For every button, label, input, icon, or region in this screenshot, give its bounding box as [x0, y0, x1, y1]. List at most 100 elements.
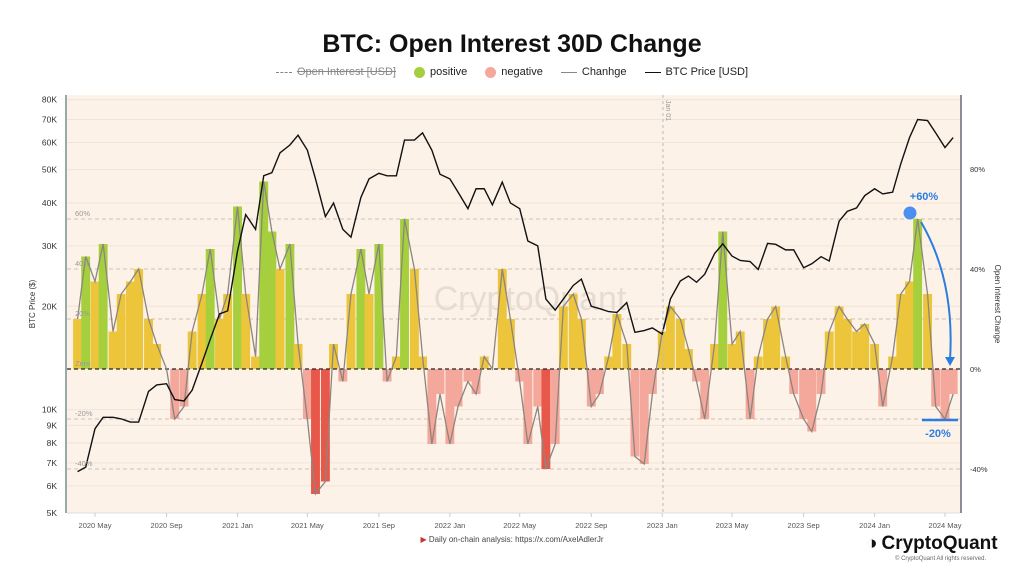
oi-change-bar	[251, 356, 261, 369]
x-tick-label: 2020 Sep	[150, 521, 182, 530]
y-tick-left: 10K	[42, 405, 57, 415]
oi-change-bar	[878, 369, 888, 407]
oi-change-bar	[215, 319, 224, 369]
x-tick-label: 2022 Sep	[575, 521, 607, 530]
legend-open-interest[interactable]: Open Interest [USD]	[275, 66, 396, 78]
oi-change-bar	[533, 369, 543, 407]
oi-change-bar	[445, 369, 455, 444]
inner-tick-label: 60%	[75, 209, 90, 218]
x-tick-label: 2023 May	[716, 521, 749, 530]
oi-change-bar	[98, 244, 108, 369]
oi-change-bar	[233, 206, 242, 369]
logo-icon: ◑	[866, 533, 878, 554]
oi-change-bar	[888, 356, 898, 369]
oi-change-bar	[568, 294, 578, 369]
y-tick-left: 7K	[47, 458, 58, 468]
legend-label: BTC Price [USD]	[665, 66, 749, 78]
oi-change-bar	[789, 369, 799, 394]
oi-change-bar	[346, 294, 356, 369]
legend-positive[interactable]: positive	[413, 66, 468, 78]
oi-change-bar	[267, 231, 277, 369]
oi-change-bar	[329, 344, 338, 369]
oi-change-bar	[550, 369, 560, 444]
y-tick-left: 20K	[42, 301, 57, 311]
footer-note-text[interactable]: Daily on-chain analysis: https://x.com/A…	[428, 535, 604, 544]
legend-label: positive	[429, 66, 468, 78]
oi-change-bar	[302, 369, 312, 419]
oi-change-bar	[515, 369, 525, 382]
legend-change[interactable]: Chanhge	[560, 66, 627, 78]
legend-label: negative	[501, 66, 543, 78]
inner-tick-label: -40%	[75, 459, 93, 468]
chart-title: BTC: Open Interest 30D Change	[322, 30, 702, 58]
btc-price-line	[77, 118, 954, 473]
jan01-marker-label: Jan 01	[664, 100, 671, 121]
arrowhead-icon	[945, 357, 955, 366]
oi-change-bar	[852, 331, 862, 369]
oi-change-bar	[799, 369, 809, 419]
y-tick-left: 40K	[42, 198, 57, 208]
x-tick-label: 2022 May	[503, 521, 536, 530]
oi-change-bar	[665, 306, 675, 369]
oi-change-bar	[745, 369, 755, 419]
y-tick-right: 40%	[970, 265, 985, 274]
oi-change-bar	[824, 331, 834, 369]
y-tick-left: 30K	[42, 241, 57, 251]
peak-marker	[903, 206, 917, 220]
oi-change-bar	[187, 331, 197, 369]
oi-change-bar	[763, 319, 773, 369]
inner-tick-label: -20%	[75, 409, 93, 418]
oi-change-bar	[205, 249, 215, 369]
oi-change-bar	[718, 231, 728, 369]
y-tick-left: 70K	[42, 115, 57, 125]
oi-change-bar	[471, 369, 481, 394]
oi-change-bar	[896, 294, 906, 369]
oi-change-bar	[604, 356, 614, 369]
cryptoquant-logo: ◑ CryptoQuant	[866, 533, 998, 555]
oi-change-bar	[781, 356, 791, 369]
oi-change-bar	[692, 369, 702, 382]
x-tick-label: 2023 Sep	[788, 521, 820, 530]
legend-negative[interactable]: negative	[485, 66, 543, 78]
oi-change-bar	[126, 281, 135, 369]
y-tick-right: 0%	[970, 365, 981, 374]
oi-change-bar	[612, 314, 622, 369]
oi-change-bar	[400, 219, 409, 369]
oi-change-bar	[923, 294, 932, 369]
footer-note: ▶ Daily on-chain analysis: https://x.com…	[0, 535, 1024, 544]
oi-change-bar	[541, 369, 551, 469]
y-tick-left: 5K	[47, 508, 58, 518]
legend-label: Open Interest [USD]	[296, 66, 396, 78]
oi-change-bar	[241, 294, 251, 369]
y-tick-left: 9K	[47, 420, 58, 430]
oi-change-bar	[152, 344, 162, 369]
oi-change-bar	[497, 269, 507, 369]
oi-change-bar	[940, 369, 950, 419]
x-tick-label: 2022 Jan	[434, 521, 465, 530]
y-tick-left: 50K	[42, 165, 57, 175]
y-axis-right-label: Open Interest Change	[993, 265, 1002, 344]
oi-change-bar	[463, 369, 473, 382]
trough-annotation: -20%	[925, 428, 951, 440]
oi-change-bar	[639, 369, 649, 464]
oi-change-bar	[435, 369, 445, 394]
oi-change-bar	[675, 319, 685, 369]
oi-change-bar	[144, 319, 153, 369]
inner-tick-label: 20%	[75, 309, 90, 318]
black-line-icon	[644, 71, 661, 73]
oi-change-bar	[116, 294, 126, 369]
y-axis-left-label: BTC Price ($)	[28, 279, 37, 328]
oi-change-bar	[771, 306, 781, 369]
oi-change-bar	[870, 344, 880, 369]
dashed-line-icon	[275, 71, 292, 73]
legend-label: Chanhge	[581, 66, 627, 78]
oi-change-bar	[523, 369, 533, 444]
legend-btc-price[interactable]: BTC Price [USD]	[644, 66, 749, 78]
oi-change-bar	[657, 331, 667, 369]
oi-change-bar	[622, 344, 632, 369]
oi-change-bar	[179, 369, 189, 407]
oi-change-bar	[259, 181, 269, 369]
y-tick-left: 60K	[42, 138, 57, 148]
oi-change-bar	[860, 324, 870, 369]
